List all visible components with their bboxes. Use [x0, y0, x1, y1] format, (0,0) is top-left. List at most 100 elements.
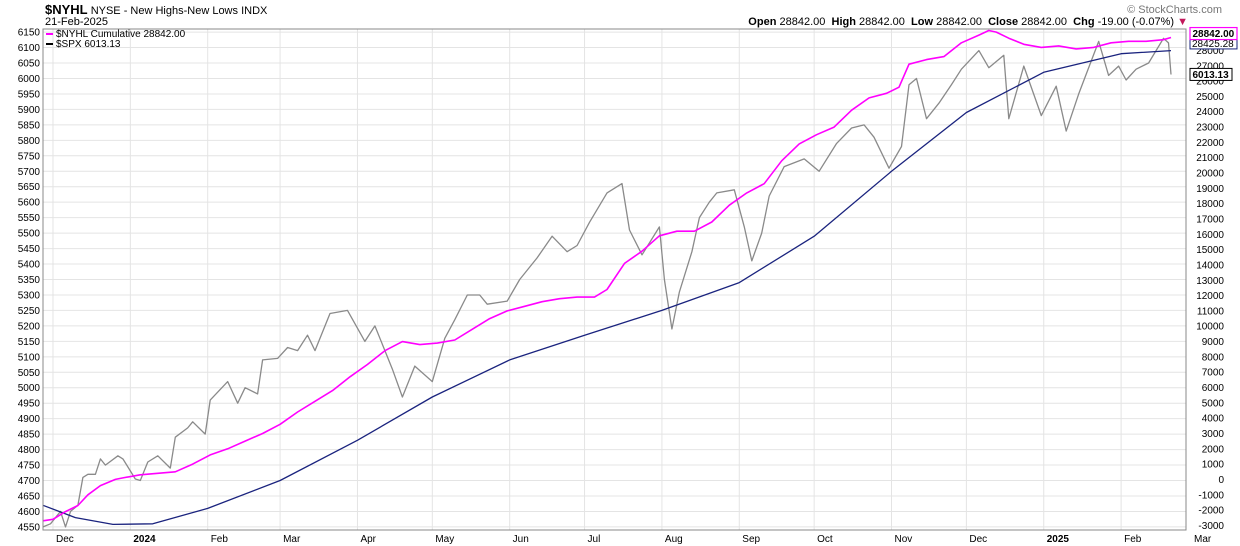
chg-value: -19.00 (-0.07%)	[1097, 16, 1175, 28]
left-tick-label: 4550	[18, 522, 41, 533]
left-tick-label: 6100	[18, 43, 41, 54]
left-tick-label: 4800	[18, 445, 41, 456]
ticker-description: NYSE - New Highs-New Lows	[90, 5, 239, 17]
right-tick-label: 6000	[1202, 383, 1225, 394]
x-tick-label: Mar	[283, 534, 301, 545]
nyhl-cumulative-line	[42, 29, 1172, 522]
close-value: 28842.00	[1021, 16, 1068, 28]
ohlc-readout: Open 28842.00 High 28842.00 Low 28842.00…	[748, 16, 1188, 28]
left-tick-label: 5600	[18, 198, 41, 209]
series-lines	[42, 29, 1172, 528]
left-tick-label: 5800	[18, 136, 41, 147]
plot-frame	[42, 28, 1187, 531]
right-tick-label: 24000	[1196, 107, 1224, 118]
x-tick-label: Jul	[588, 534, 601, 545]
ticker-type: INDX	[241, 5, 268, 17]
right-tick-label: 2000	[1202, 444, 1225, 455]
moving-average-line	[42, 49, 1172, 526]
right-tick-label: -1000	[1198, 490, 1224, 501]
legend: $NYHL Cumulative 28842.00$SPX 6013.13	[46, 29, 186, 50]
nyhl-last-value-badge	[1189, 26, 1238, 41]
low-value: 28842.00	[936, 16, 982, 28]
right-tick-label: 23000	[1196, 123, 1224, 134]
right-tick-label: 15000	[1196, 245, 1224, 256]
right-tick-label: 5000	[1202, 398, 1225, 409]
left-tick-label: 6150	[18, 28, 41, 39]
x-tick-label: Feb	[211, 534, 229, 545]
x-tick-label: Jun	[513, 534, 529, 545]
left-tick-label: 5150	[18, 337, 41, 348]
low-label: Low	[911, 16, 934, 28]
right-tick-label: 8000	[1202, 352, 1225, 363]
legend-entry: $SPX 6013.13	[56, 39, 121, 50]
chg-label: Chg	[1073, 16, 1095, 28]
x-tick-label: 2025	[1047, 534, 1070, 545]
legend-entry: $NYHL Cumulative 28842.00	[56, 29, 186, 40]
right-tick-label: -3000	[1198, 521, 1224, 532]
left-tick-label: 5200	[18, 321, 41, 332]
left-tick-label: 4900	[18, 414, 41, 425]
x-tick-label: Oct	[817, 534, 833, 545]
right-y-axis: -3000 -2000 -1000 0 1000 2000 3000 4000 5000 6000…	[1196, 46, 1224, 532]
left-tick-label: 5400	[18, 260, 41, 271]
left-tick-label: 5550	[18, 213, 41, 224]
triangle-down-icon: ▼	[1177, 16, 1188, 28]
right-tick-label: 7000	[1202, 368, 1225, 379]
left-tick-label: 5950	[18, 89, 41, 100]
watermark: © StockCharts.com	[1127, 4, 1222, 16]
x-axis: Dec 2024 Feb Mar Apr May Jun Jul Aug Sep Oct Nov Dec…	[56, 534, 1212, 545]
left-tick-label: 5900	[18, 105, 41, 116]
left-y-axis: 4550 4600 4650 4700 4750 4800 4850 4900 4950 5000…	[18, 28, 41, 534]
left-tick-label: 4700	[18, 476, 41, 487]
left-tick-label: 5850	[18, 120, 41, 131]
right-tick-label: 1000	[1202, 460, 1225, 471]
right-tick-label: 3000	[1202, 429, 1225, 440]
left-tick-label: 6050	[18, 59, 41, 70]
right-tick-label: 18000	[1196, 199, 1224, 210]
left-tick-label: 5500	[18, 229, 41, 240]
right-tick-label: 11000	[1197, 306, 1225, 317]
x-tick-label: 2024	[133, 534, 156, 545]
right-tick-label: 14000	[1196, 260, 1224, 271]
left-tick-label: 4950	[18, 399, 41, 410]
close-label: Close	[988, 16, 1019, 28]
right-tick-label: 28000	[1196, 46, 1224, 57]
x-tick-label: Sep	[742, 534, 760, 545]
chart-header-title-row: $NYHL NYSE - New Highs-New Lows INDX	[45, 2, 267, 17]
x-tick-label: Apr	[360, 534, 376, 545]
left-tick-label: 5100	[18, 352, 41, 363]
right-tick-label: 9000	[1202, 337, 1225, 348]
spx-last-value-badge	[1189, 67, 1233, 81]
left-tick-label: 4850	[18, 430, 41, 441]
right-tick-label: 12000	[1196, 291, 1224, 302]
high-value: 28842.00	[859, 16, 905, 28]
high-label: High	[831, 16, 856, 28]
x-tick-label: Dec	[56, 534, 74, 545]
spx-line	[42, 37, 1172, 528]
right-tick-label: 0	[1218, 475, 1224, 486]
open-value: 28842.00	[779, 16, 826, 28]
right-tick-label: 10000	[1196, 322, 1224, 333]
left-tick-label: 5450	[18, 244, 41, 255]
left-tick-label: 5050	[18, 368, 41, 379]
left-tick-label: 5750	[18, 151, 41, 162]
right-tick-label: 17000	[1196, 214, 1224, 225]
right-tick-label: 4000	[1202, 414, 1225, 425]
right-tick-label: 13000	[1196, 276, 1224, 287]
right-tick-label: 16000	[1196, 230, 1224, 241]
right-tick-label: 26000	[1196, 77, 1224, 88]
x-tick-label: Dec	[969, 534, 987, 545]
left-tick-label: 6000	[18, 74, 41, 85]
left-tick-label: 4650	[18, 491, 41, 502]
right-tick-label: 27000	[1196, 61, 1224, 72]
right-tick-label: 20000	[1196, 169, 1224, 180]
left-tick-label: 5000	[18, 383, 41, 394]
left-tick-label: 4600	[18, 507, 41, 518]
right-tick-label: 22000	[1196, 138, 1224, 149]
right-tick-label: 21000	[1196, 153, 1224, 164]
left-tick-label: 5650	[18, 182, 41, 193]
spx-last-value-text: 6013.13	[1193, 70, 1230, 81]
hidden-value-badge-text: 28425.28	[1192, 39, 1234, 50]
